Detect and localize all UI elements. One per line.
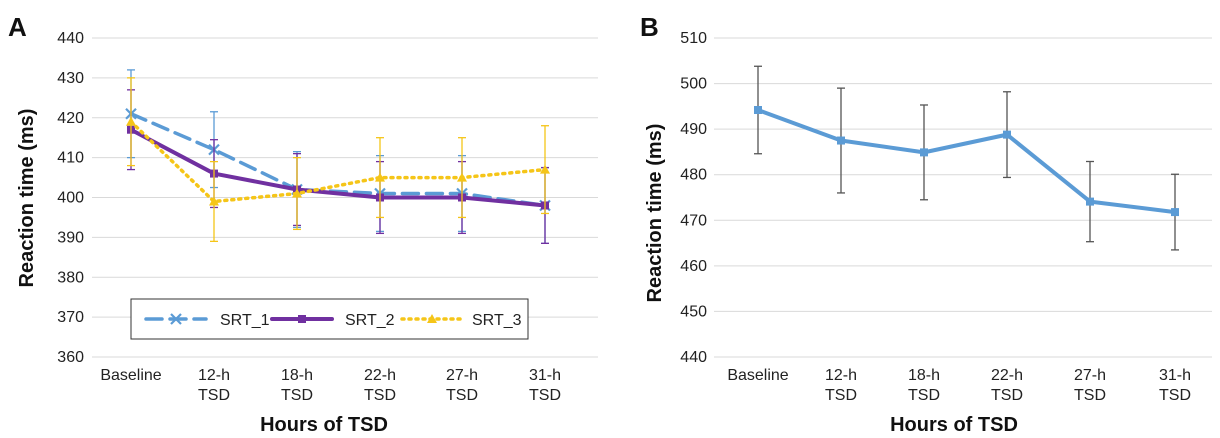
x-tick-label: 31-h TSD	[1159, 367, 1191, 404]
panel-b-chart: B 440 450 460 470 480 490 500 510 Baseline 12-h T…	[640, 12, 1212, 436]
y-tick-label: 360	[57, 349, 84, 366]
data-point	[126, 116, 136, 126]
y-tick-label: 480	[680, 167, 707, 184]
x-tick-label: Baseline	[727, 367, 788, 384]
data-point	[209, 196, 219, 206]
x-tick-label: 27-h TSD	[1074, 367, 1106, 404]
series-SRT_1	[125, 69, 551, 245]
panel-b-gridlines	[714, 37, 1212, 358]
x-tick-label: 18-h TSD	[281, 367, 313, 404]
y-tick-label: 440	[680, 349, 707, 366]
panel-b-label: B	[640, 12, 659, 42]
y-tick-label: 390	[57, 229, 84, 246]
panel-a-label: A	[8, 12, 27, 42]
data-point	[1171, 208, 1179, 217]
series-line	[756, 108, 1177, 215]
panel-a-x-axis-title: Hours of TSD	[260, 414, 388, 436]
data-point	[1086, 197, 1094, 206]
legend-marker	[170, 313, 182, 325]
panel-b-x-axis-title: Hours of TSD	[890, 414, 1018, 436]
y-tick-label: 450	[680, 303, 707, 320]
y-tick-label: 500	[680, 76, 707, 93]
panel-a-legend: SRT_1 SRT_2 SRT_3	[130, 298, 529, 340]
series-series-0	[754, 65, 1179, 251]
x-tick-label: 22-h TSD	[991, 367, 1023, 404]
y-tick-label: 460	[680, 258, 707, 275]
legend-marker	[427, 314, 437, 323]
legend-marker	[298, 315, 306, 323]
y-tick-label: 490	[680, 121, 707, 138]
data-point	[754, 106, 762, 115]
x-tick-label: 22-h TSD	[364, 367, 396, 404]
series-SRT_3	[126, 77, 550, 243]
data-point	[375, 172, 385, 182]
series-line	[129, 127, 547, 208]
x-tick-label: 12-h TSD	[198, 367, 230, 404]
x-tick-label: Baseline	[100, 367, 161, 384]
y-tick-label: 420	[57, 110, 84, 127]
y-tick-label: 400	[57, 190, 84, 207]
x-tick-label: 18-h TSD	[908, 367, 940, 404]
y-tick-label: 440	[57, 30, 84, 47]
series-line	[129, 119, 547, 204]
panel-a-y-axis-title: Reaction time (ms)	[16, 109, 38, 288]
panel-b-series	[754, 65, 1179, 251]
panel-b-x-ticks: Baseline 12-h TSD 18-h TSD 22-h TSD 27-h TSD 31-h…	[727, 367, 1191, 404]
x-tick-label: 27-h TSD	[446, 367, 478, 404]
y-tick-label: 410	[57, 150, 84, 167]
legend-label: SRT_3	[472, 312, 522, 329]
panel-a-x-ticks: Baseline 12-h TSD 18-h TSD 22-h TSD 27-h TSD 31-h…	[100, 367, 561, 404]
panel-a-chart: A 360 370 380 390 400 410 420 430 440 Baseline 12…	[8, 12, 598, 436]
y-tick-label: 370	[57, 309, 84, 326]
x-tick-label: 12-h TSD	[825, 367, 857, 404]
data-point	[1003, 130, 1011, 139]
data-point	[457, 172, 467, 182]
panel-a-series	[125, 69, 551, 245]
data-point	[292, 188, 302, 198]
data-point	[837, 136, 845, 145]
y-tick-label: 510	[680, 30, 707, 47]
series-SRT_2	[127, 89, 549, 245]
y-tick-label: 470	[680, 212, 707, 229]
panel-a-y-ticks: 360 370 380 390 400 410 420 430 440	[57, 30, 84, 366]
data-point	[540, 164, 550, 174]
panel-b-y-ticks: 440 450 460 470 480 490 500 510	[680, 30, 707, 366]
legend-label: SRT_2	[345, 312, 395, 329]
panel-b-y-axis-title: Reaction time (ms)	[644, 124, 666, 303]
y-tick-label: 380	[57, 269, 84, 286]
x-tick-label: 31-h TSD	[529, 367, 561, 404]
legend-label: SRT_1	[220, 312, 270, 329]
data-point	[920, 148, 928, 157]
y-tick-label: 430	[57, 70, 84, 87]
